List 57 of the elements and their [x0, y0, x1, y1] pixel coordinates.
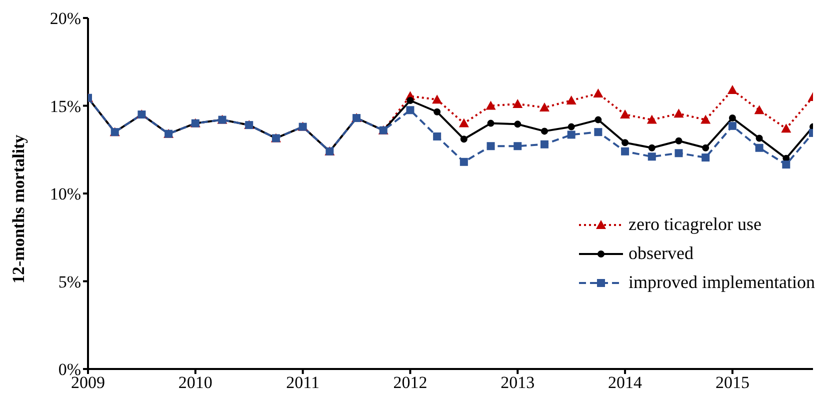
point [646, 114, 657, 124]
point [755, 144, 764, 152]
legend-label: zero ticagrelor use [628, 214, 762, 235]
point [700, 114, 711, 124]
x-tick-label: 2010 [178, 373, 212, 392]
point [621, 147, 630, 156]
point [648, 152, 656, 161]
x-tick-label: 2014 [608, 373, 643, 392]
point [648, 144, 656, 152]
point [540, 128, 548, 135]
y-tick-label: 5% [58, 272, 81, 292]
point [675, 137, 682, 144]
point [406, 106, 414, 114]
point [460, 158, 468, 166]
point [756, 134, 763, 142]
point [593, 88, 604, 98]
point [674, 149, 683, 158]
point [434, 108, 441, 116]
point [702, 144, 710, 152]
point [512, 98, 523, 108]
point [568, 123, 575, 130]
point [674, 108, 684, 118]
y-tick-label: 20% [50, 9, 81, 28]
point [458, 118, 469, 128]
point [622, 139, 629, 146]
point [486, 100, 496, 110]
point [432, 94, 442, 104]
y-tick-label: 15% [50, 96, 81, 116]
point [567, 130, 576, 139]
point [620, 110, 630, 119]
point [540, 140, 548, 148]
point [460, 136, 468, 143]
point [539, 102, 550, 112]
point [754, 105, 764, 114]
x-tick-label: 2013 [500, 373, 535, 392]
point [486, 142, 495, 150]
point [782, 160, 790, 169]
legend-label: observed [628, 243, 694, 264]
x-tick-label: 2011 [286, 373, 320, 392]
point [566, 95, 576, 104]
point [728, 122, 736, 130]
point [594, 128, 602, 136]
legend-label: improved implementation [628, 272, 815, 293]
point [702, 154, 710, 162]
point [406, 96, 414, 104]
x-tick-label: 2015 [715, 373, 750, 392]
point [781, 124, 792, 133]
point [727, 84, 738, 94]
point [728, 114, 736, 122]
point [514, 120, 522, 128]
point [433, 132, 442, 140]
y-tick-label: 10% [50, 184, 81, 204]
y-axis-title: 12-months mortality [9, 134, 28, 284]
point [487, 120, 494, 127]
x-tick-label: 2012 [393, 373, 428, 392]
point [514, 142, 522, 150]
point [594, 116, 602, 124]
